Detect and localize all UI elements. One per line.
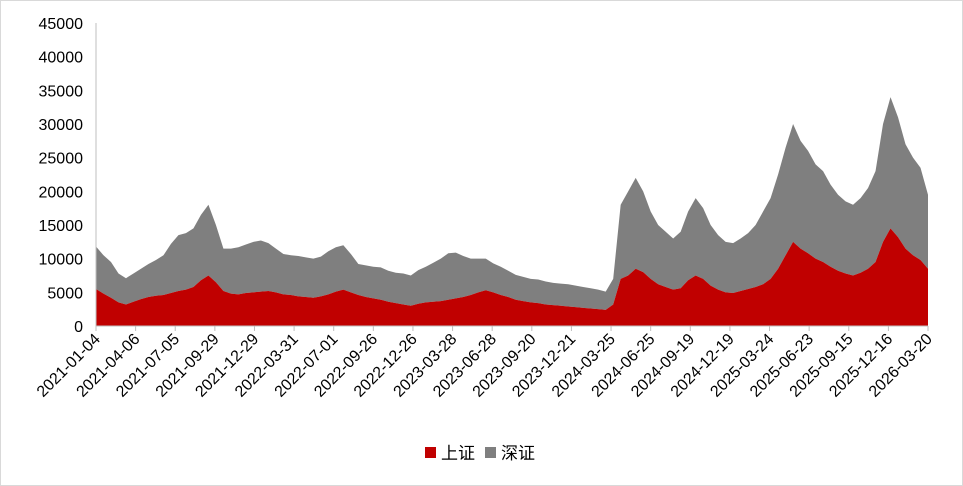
area-layer: [96, 97, 928, 326]
axes-layer: [95, 23, 929, 331]
series-area-shenzheng: [96, 97, 928, 310]
x-tick-labels: 2021-01-042021-04-062021-07-052021-09-29…: [34, 331, 936, 401]
y-tick-label: 10000: [39, 252, 84, 269]
y-tick-label: 20000: [39, 184, 84, 201]
legend-swatch-shangzheng: [425, 447, 436, 458]
y-tick-label: 30000: [39, 117, 84, 134]
y-tick-labels: 0 5000 10000 15000 20000 25000 30000 35000 40000…: [39, 16, 84, 336]
y-tick-label: 15000: [39, 218, 84, 235]
y-tick-label: 35000: [39, 83, 84, 100]
series-area-shangzheng: [96, 228, 928, 326]
legend-label-shangzheng: 上证: [441, 444, 475, 463]
y-tick-label: 5000: [47, 285, 83, 302]
y-tick-label: 40000: [39, 50, 84, 67]
y-tick-label: 0: [74, 319, 83, 336]
y-tick-label: 25000: [39, 151, 84, 168]
legend: 上证 深证: [425, 444, 535, 463]
legend-swatch-shenzheng: [485, 447, 496, 458]
legend-label-shenzheng: 深证: [501, 444, 535, 463]
y-tick-label: 45000: [39, 16, 84, 33]
